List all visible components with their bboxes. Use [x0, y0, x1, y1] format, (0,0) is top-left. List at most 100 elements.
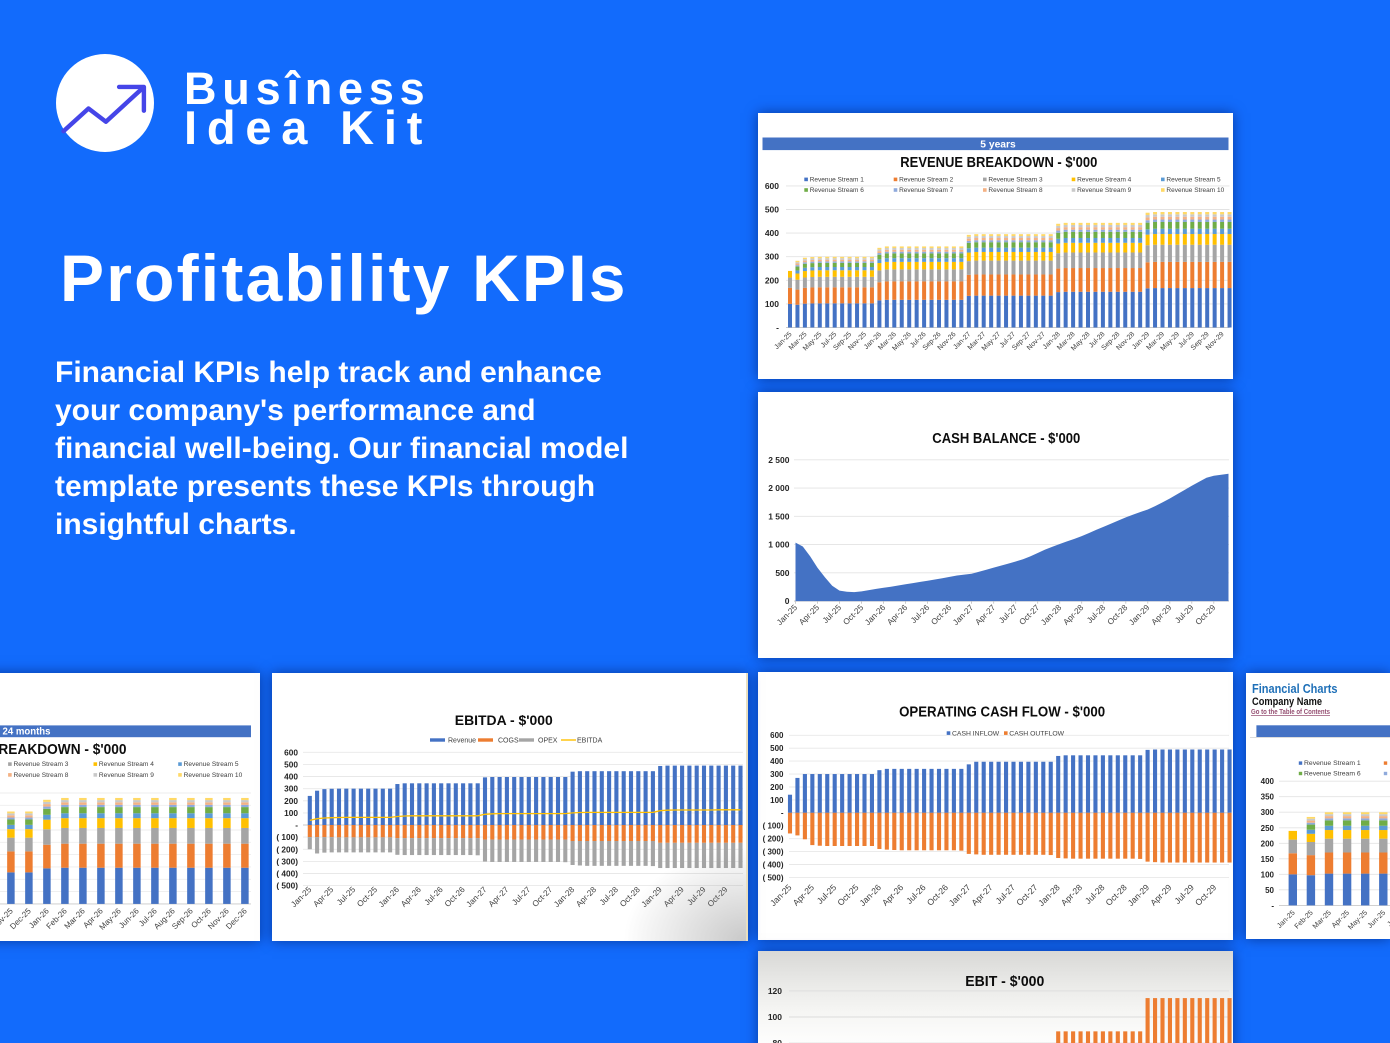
svg-text:Jul-29: Jul-29	[1172, 882, 1196, 906]
svg-text:CASH INFLOW: CASH INFLOW	[952, 730, 1000, 737]
svg-text:1 000: 1 000	[768, 539, 790, 549]
svg-text:OPERATING CASH FLOW - $'000: OPERATING CASH FLOW - $'000	[899, 704, 1105, 720]
svg-text:100: 100	[767, 1012, 781, 1022]
svg-text:Revenue Stream 3: Revenue Stream 3	[988, 176, 1043, 183]
svg-text:Revenue Stream 8: Revenue Stream 8	[13, 772, 68, 779]
svg-text:300: 300	[770, 770, 784, 779]
svg-text:400: 400	[770, 757, 784, 766]
svg-text:OPEX: OPEX	[538, 737, 558, 744]
svg-text:EBIT - $'000: EBIT - $'000	[965, 973, 1044, 990]
svg-text:Apr-29: Apr-29	[1148, 882, 1173, 907]
svg-text:-: -	[780, 808, 783, 817]
svg-text:Jan-27: Jan-27	[946, 882, 972, 908]
svg-text:Apr-26: Apr-26	[880, 882, 905, 907]
svg-text:Oct-27: Oct-27	[1017, 602, 1041, 626]
svg-text:( 300): ( 300)	[762, 847, 783, 856]
svg-text:Company Name: Company Name	[1252, 695, 1322, 707]
svg-text:-: -	[1271, 901, 1274, 910]
svg-text:Oct-28: Oct-28	[1105, 602, 1129, 626]
svg-text:Apr-27: Apr-27	[973, 602, 997, 626]
svg-text:Jan-27: Jan-27	[951, 602, 975, 626]
svg-text:Oct-29: Oct-29	[1193, 602, 1217, 626]
svg-text:Oct-28: Oct-28	[1103, 882, 1128, 907]
svg-text:Jan-26: Jan-26	[863, 602, 887, 626]
svg-text:Apr-25: Apr-25	[790, 882, 815, 907]
svg-text:( 400): ( 400)	[762, 860, 783, 869]
svg-text:Jan-28: Jan-28	[1036, 882, 1062, 908]
svg-text:Jul-28: Jul-28	[1082, 882, 1106, 906]
svg-text:Apr-28: Apr-28	[1061, 602, 1085, 626]
svg-text:( 200): ( 200)	[762, 834, 783, 843]
svg-text:Revenue Stream 2: Revenue Stream 2	[899, 176, 954, 183]
svg-text:CASH BALANCE - $'000: CASH BALANCE - $'000	[932, 431, 1080, 447]
svg-text:Feb-25: Feb-25	[1292, 908, 1314, 930]
svg-text:500: 500	[284, 759, 298, 769]
svg-text:( 200): ( 200)	[276, 844, 298, 854]
svg-text:500: 500	[775, 567, 789, 577]
svg-text:Jul-25: Jul-25	[1385, 908, 1390, 928]
svg-text:Jun-25: Jun-25	[1365, 908, 1387, 930]
svg-text:600: 600	[764, 180, 778, 190]
svg-text:1 500: 1 500	[768, 511, 790, 521]
svg-text:Jul-25: Jul-25	[814, 882, 838, 906]
svg-text:0: 0	[784, 596, 789, 606]
svg-text:Sep-26: Sep-26	[170, 906, 195, 931]
svg-text:200: 200	[764, 275, 778, 285]
svg-text:Financial Charts: Financial Charts	[1252, 681, 1338, 696]
svg-text:Revenue Stream 1: Revenue Stream 1	[1304, 760, 1361, 767]
svg-text:Revenue Stream 7: Revenue Stream 7	[899, 187, 954, 194]
svg-text:400: 400	[284, 771, 298, 781]
svg-text:2 500: 2 500	[768, 454, 790, 464]
svg-text:Oct-25: Oct-25	[841, 602, 865, 626]
svg-text:2 000: 2 000	[768, 483, 790, 493]
svg-text:Revenue Stream 9: Revenue Stream 9	[1077, 187, 1132, 194]
svg-text:COGS: COGS	[498, 737, 519, 744]
svg-text:Apr-28: Apr-28	[1058, 882, 1083, 907]
svg-text:Jan-25: Jan-25	[1275, 908, 1297, 930]
svg-text:Oct-29: Oct-29	[1193, 882, 1218, 907]
svg-text:Jan-29: Jan-29	[1125, 882, 1151, 908]
svg-text:250: 250	[1261, 823, 1275, 832]
svg-text:80: 80	[772, 1038, 782, 1043]
svg-text:Jan-25: Jan-25	[767, 882, 793, 908]
svg-text:Mar-26: Mar-26	[62, 906, 87, 931]
svg-text:REVENUE BREAKDOWN - $'000: REVENUE BREAKDOWN - $'000	[900, 154, 1097, 170]
svg-text:Revenue Stream 5: Revenue Stream 5	[183, 761, 238, 768]
svg-text:Jun-26: Jun-26	[117, 906, 141, 930]
svg-text:Jul-29: Jul-29	[1173, 602, 1195, 624]
svg-text:400: 400	[764, 228, 778, 238]
svg-text:( 300): ( 300)	[276, 856, 298, 866]
svg-text:300: 300	[1261, 808, 1275, 817]
svg-text:Mar-25: Mar-25	[1310, 908, 1332, 930]
svg-text:Jul-26: Jul-26	[909, 602, 931, 624]
svg-text:100: 100	[284, 807, 298, 817]
svg-text:Apr-26: Apr-26	[885, 602, 909, 626]
svg-text:( 100): ( 100)	[762, 821, 783, 830]
svg-text:5 years: 5 years	[980, 138, 1016, 150]
svg-text:( 500): ( 500)	[276, 880, 298, 890]
svg-text:200: 200	[770, 782, 784, 791]
svg-text:200: 200	[1261, 839, 1275, 848]
svg-text:Oct-26: Oct-26	[924, 882, 949, 907]
svg-text:May-25: May-25	[1346, 908, 1369, 931]
svg-text:100: 100	[1261, 870, 1275, 879]
svg-text:200: 200	[284, 795, 298, 805]
svg-text:400: 400	[1261, 777, 1275, 786]
svg-text:Revenue Stream 4: Revenue Stream 4	[98, 761, 153, 768]
svg-text:Revenue Stream 10: Revenue Stream 10	[183, 772, 242, 779]
svg-text:50: 50	[1265, 885, 1274, 894]
svg-text:Jul-25: Jul-25	[820, 602, 842, 624]
svg-text:Jan-25: Jan-25	[775, 602, 799, 626]
svg-text:24 months: 24 months	[2, 725, 50, 737]
svg-text:600: 600	[770, 731, 784, 740]
svg-text:Revenue Stream 4: Revenue Stream 4	[1077, 176, 1132, 183]
svg-text:150: 150	[1261, 854, 1275, 863]
svg-text:600: 600	[284, 747, 298, 757]
svg-text:Jul-27: Jul-27	[993, 882, 1017, 906]
svg-text:100: 100	[770, 795, 784, 804]
svg-text:-: -	[295, 820, 298, 830]
svg-text:Revenue Stream 6: Revenue Stream 6	[1304, 770, 1361, 777]
svg-text:Jan-26: Jan-26	[857, 882, 883, 908]
svg-text:300: 300	[764, 251, 778, 261]
svg-text:Oct-26: Oct-26	[929, 602, 953, 626]
